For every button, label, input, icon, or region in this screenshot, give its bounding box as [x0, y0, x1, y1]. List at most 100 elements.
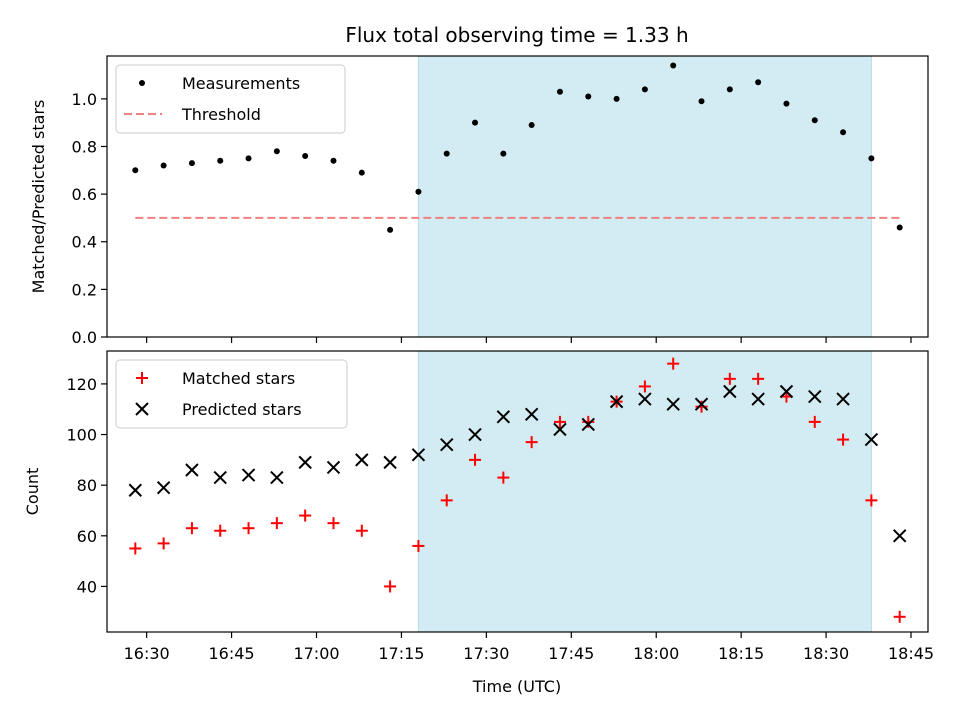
matched-stars-point — [553, 415, 566, 428]
predicted-stars-point — [666, 397, 680, 411]
x-tick-label: 17:15 — [378, 644, 424, 663]
matched-stars-point — [384, 580, 397, 593]
measurement-point — [160, 162, 167, 169]
x-tick-label: 18:15 — [718, 644, 764, 663]
y-tick-label: 120 — [66, 375, 97, 394]
matched-stars-point — [638, 380, 651, 393]
predicted-stars-point — [156, 480, 171, 495]
measurement-point — [472, 119, 479, 126]
matched-stars-point — [299, 509, 312, 522]
legend: Matched stars Predicted stars — [115, 359, 348, 429]
matched-stars-point — [157, 537, 170, 550]
chart-title: Flux total observing time = 1.33 h — [345, 23, 688, 47]
observing-window-shade — [417, 350, 872, 633]
matched-stars-point — [837, 433, 850, 446]
predicted-stars-point — [892, 529, 907, 543]
predicted-stars-point — [864, 432, 879, 447]
axes-frame — [106, 55, 929, 338]
ratio-panel: 0.0 0.2 0.4 0.6 0.8 1.0 Matched/Predicted star… — [29, 55, 929, 347]
matched-stars-point — [695, 400, 708, 413]
predicted-stars-point — [836, 392, 850, 406]
predicted-stars-point — [270, 470, 284, 485]
matched-stars-point — [582, 415, 595, 428]
measurement-point — [387, 226, 394, 233]
measurement-point — [132, 167, 139, 174]
legend-box — [115, 359, 348, 429]
measurement-point — [698, 98, 705, 105]
predicted-stars-point — [723, 384, 737, 399]
legend-box — [115, 64, 346, 134]
measurement-point — [840, 129, 847, 136]
x-tick-label: 17:00 — [293, 644, 339, 663]
matched-stars-point — [525, 436, 538, 449]
x-tick-label: 16:30 — [124, 644, 170, 663]
y-tick-label: 60 — [77, 527, 97, 546]
predicted-stars-point — [553, 422, 567, 437]
measurement-point — [585, 93, 592, 100]
x-tick-label: 17:45 — [548, 644, 594, 663]
measurement-point — [868, 155, 875, 162]
predicted-stars-point — [524, 407, 539, 421]
predicted-stars-point — [808, 389, 822, 404]
predicted-stars-point — [411, 448, 426, 462]
legend: Measurements Threshold — [115, 64, 346, 134]
x-axis-label: Time (UTC) — [472, 677, 561, 696]
matched-stars-point — [355, 524, 368, 537]
x-tick-label: 18:30 — [803, 644, 849, 663]
y-axis-label: Matched/Predicted stars — [29, 100, 48, 294]
measurement-point — [613, 95, 620, 102]
measurement-point — [415, 188, 422, 195]
count-panel: 40 60 80 100 120 16:30 16:45 17:00 17:15 17:30 17:… — [23, 350, 934, 663]
y-tick-label: 40 — [77, 577, 97, 596]
predicted-stars-point — [326, 460, 341, 475]
matched-stars-point — [242, 522, 255, 535]
measurement-point — [245, 155, 252, 162]
y-tick-label: 80 — [77, 476, 97, 495]
matched-stars-point — [497, 471, 510, 484]
legend-label: Predicted stars — [182, 400, 302, 419]
measurement-point — [528, 122, 535, 129]
predicted-stars-point — [241, 468, 256, 482]
y-axis-label: Count — [23, 468, 42, 516]
measurement-point — [358, 169, 365, 176]
observing-window-shade — [417, 55, 872, 338]
y-tick-label: 0.0 — [72, 328, 97, 347]
predicted-stars-point — [609, 394, 624, 409]
measurement-point — [641, 86, 648, 93]
predicted-stars-point — [751, 392, 765, 406]
measurement-point — [755, 79, 762, 86]
x-tick-label: 18:45 — [888, 644, 934, 663]
legend-label: Matched stars — [182, 369, 295, 388]
measurement-point — [217, 157, 224, 164]
measurement-point — [811, 117, 818, 124]
matched-stars-point — [469, 453, 482, 466]
measurement-point — [783, 100, 790, 107]
predicted-stars-point — [779, 384, 794, 399]
matched-stars-point — [327, 517, 340, 530]
predicted-stars-point — [638, 392, 652, 406]
legend-marker-plus — [136, 372, 148, 384]
legend-marker-x — [135, 402, 149, 416]
y-tick-label: 0.2 — [72, 280, 97, 299]
predicted-stars-point — [213, 470, 227, 485]
predicted-stars-point — [694, 397, 709, 411]
predicted-stars-point — [383, 455, 397, 470]
measurement-point — [896, 224, 903, 231]
predicted-stars-point — [468, 427, 482, 442]
measurement-point — [302, 153, 309, 160]
matched-stars-point — [270, 517, 283, 530]
measurement-point — [670, 62, 677, 69]
matched-stars-point — [893, 610, 906, 623]
predicted-stars-point — [128, 483, 143, 497]
x-tick-label: 16:45 — [209, 644, 255, 663]
matched-stars-point — [667, 357, 680, 370]
matched-stars-point — [723, 372, 736, 385]
legend-label: Measurements — [182, 74, 300, 93]
matched-stars-point — [808, 415, 821, 428]
measurement-point — [443, 150, 450, 157]
measurement-point — [273, 148, 280, 155]
y-tick-label: 0.4 — [72, 233, 97, 252]
x-tick-label: 18:00 — [633, 644, 679, 663]
measurement-point — [188, 160, 195, 167]
